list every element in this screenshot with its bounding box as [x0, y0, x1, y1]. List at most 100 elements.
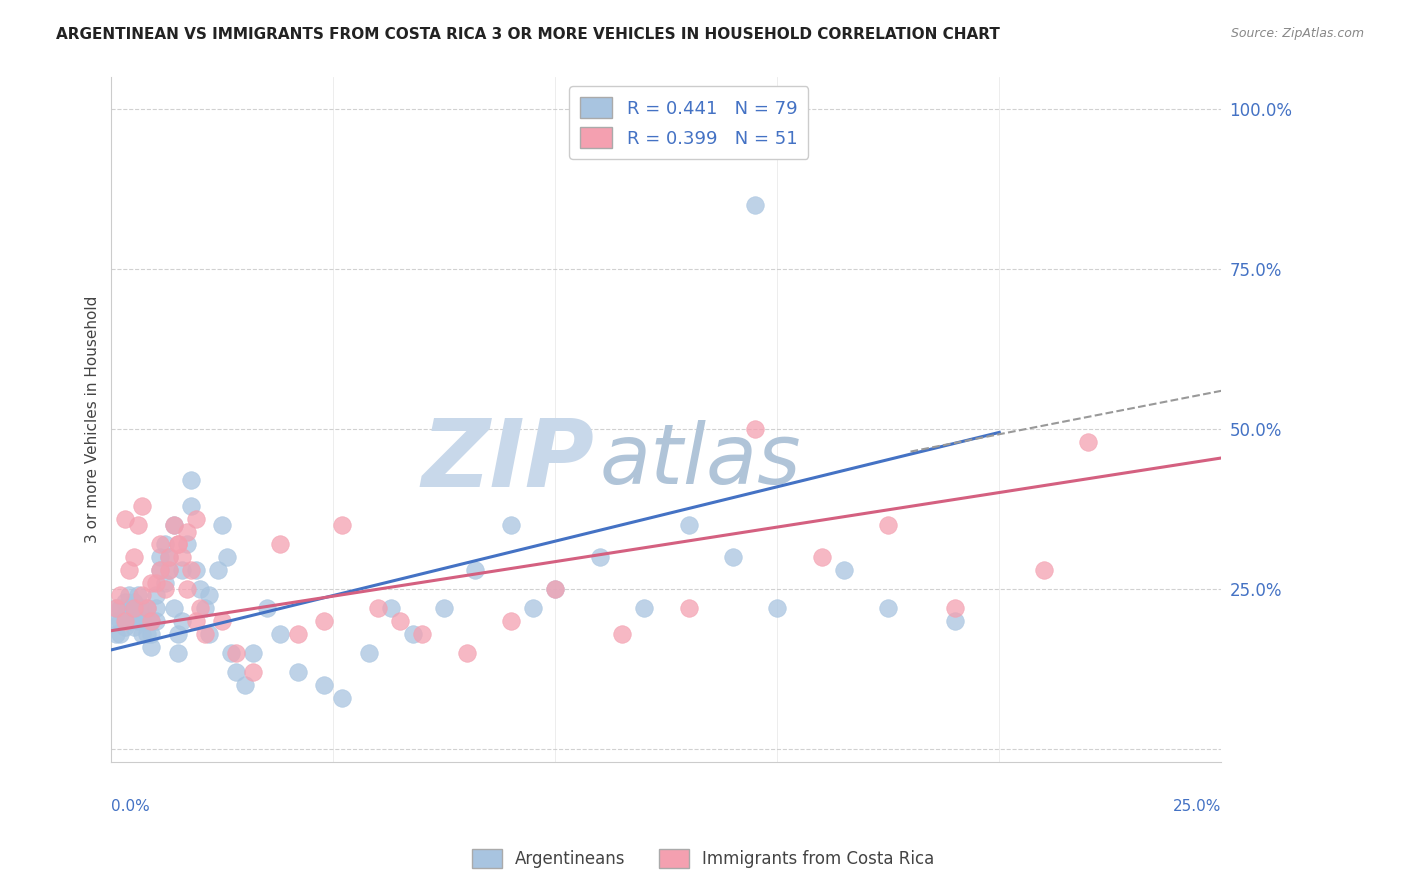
Point	[194, 601, 217, 615]
Point	[766, 601, 789, 615]
Point	[499, 518, 522, 533]
Point	[589, 550, 612, 565]
Point	[172, 614, 194, 628]
Point	[744, 198, 766, 212]
Point	[153, 575, 176, 590]
Point	[135, 627, 157, 641]
Point	[131, 589, 153, 603]
Point	[149, 537, 172, 551]
Point	[744, 422, 766, 436]
Text: atlas: atlas	[600, 420, 801, 501]
Point	[104, 601, 127, 615]
Point	[943, 614, 966, 628]
Point	[131, 627, 153, 641]
Point	[157, 550, 180, 565]
Point	[122, 601, 145, 615]
Point	[153, 582, 176, 596]
Point	[256, 601, 278, 615]
Point	[877, 601, 900, 615]
Point	[122, 620, 145, 634]
Point	[176, 524, 198, 539]
Point	[145, 601, 167, 615]
Point	[433, 601, 456, 615]
Point	[127, 601, 149, 615]
Point	[287, 665, 309, 680]
Point	[131, 499, 153, 513]
Point	[176, 582, 198, 596]
Point	[678, 601, 700, 615]
Point	[135, 601, 157, 615]
Point	[832, 563, 855, 577]
Legend: R = 0.441   N = 79, R = 0.399   N = 51: R = 0.441 N = 79, R = 0.399 N = 51	[569, 87, 808, 159]
Point	[157, 563, 180, 577]
Point	[176, 537, 198, 551]
Point	[721, 550, 744, 565]
Point	[184, 614, 207, 628]
Point	[184, 563, 207, 577]
Point	[678, 518, 700, 533]
Point	[943, 601, 966, 615]
Point	[141, 627, 163, 641]
Point	[153, 537, 176, 551]
Point	[110, 589, 132, 603]
Point	[118, 589, 141, 603]
Point	[149, 550, 172, 565]
Point	[610, 627, 633, 641]
Point	[127, 589, 149, 603]
Point	[114, 607, 136, 622]
Y-axis label: 3 or more Vehicles in Household: 3 or more Vehicles in Household	[86, 296, 100, 543]
Point	[367, 601, 389, 615]
Point	[167, 537, 190, 551]
Point	[122, 550, 145, 565]
Point	[188, 582, 211, 596]
Point	[215, 550, 238, 565]
Point	[225, 665, 247, 680]
Point	[314, 678, 336, 692]
Point	[464, 563, 486, 577]
Point	[877, 518, 900, 533]
Point	[167, 646, 190, 660]
Point	[233, 678, 256, 692]
Point	[122, 595, 145, 609]
Point	[110, 614, 132, 628]
Point	[633, 601, 655, 615]
Point	[544, 582, 567, 596]
Point	[544, 582, 567, 596]
Point	[110, 627, 132, 641]
Point	[118, 614, 141, 628]
Point	[157, 550, 180, 565]
Point	[162, 518, 184, 533]
Point	[141, 614, 163, 628]
Point	[162, 518, 184, 533]
Text: ZIP: ZIP	[422, 415, 595, 507]
Point	[104, 627, 127, 641]
Point	[269, 627, 291, 641]
Text: 25.0%: 25.0%	[1173, 799, 1222, 814]
Point	[1077, 435, 1099, 450]
Point	[122, 607, 145, 622]
Point	[330, 518, 353, 533]
Point	[149, 563, 172, 577]
Point	[145, 589, 167, 603]
Point	[380, 601, 402, 615]
Point	[141, 575, 163, 590]
Point	[110, 601, 132, 615]
Point	[314, 614, 336, 628]
Point	[141, 614, 163, 628]
Text: Source: ZipAtlas.com: Source: ZipAtlas.com	[1230, 27, 1364, 40]
Point	[131, 601, 153, 615]
Point	[499, 614, 522, 628]
Point	[145, 575, 167, 590]
Point	[1032, 563, 1054, 577]
Point	[180, 563, 202, 577]
Point	[172, 563, 194, 577]
Text: 0.0%: 0.0%	[111, 799, 150, 814]
Point	[135, 601, 157, 615]
Point	[211, 518, 233, 533]
Point	[157, 563, 180, 577]
Point	[114, 512, 136, 526]
Point	[131, 614, 153, 628]
Point	[127, 614, 149, 628]
Legend: Argentineans, Immigrants from Costa Rica: Argentineans, Immigrants from Costa Rica	[465, 842, 941, 875]
Point	[402, 627, 425, 641]
